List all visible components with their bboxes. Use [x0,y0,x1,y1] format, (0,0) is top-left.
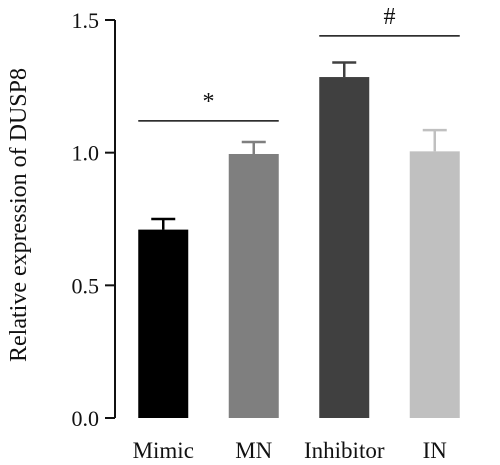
y-axis-title: Relative expression of DUSP8 [6,68,32,362]
y-tick-label: 1.5 [72,8,100,33]
bar-inhibitor [319,77,370,419]
significance-annotations: *# [138,4,460,122]
significance-label: * [203,89,215,115]
bar-mn [228,153,279,418]
error-bars [151,61,447,230]
x-tick-label: Inhibitor [304,438,385,463]
significance-label: # [384,4,396,30]
bar-mimic [138,229,189,418]
y-axis: 0.0 0.5 1.0 1.5 [72,8,116,431]
bar-in [409,151,460,418]
y-tick-label: 1.0 [72,141,100,166]
bars [138,77,460,419]
x-tick-labels: Mimic MN Inhibitor IN [133,438,448,463]
x-tick-label: Mimic [133,438,194,463]
x-tick-label: IN [423,438,448,463]
y-tick-label: 0.0 [72,406,100,431]
x-tick-label: MN [235,438,272,463]
y-tick-label: 0.5 [72,273,100,298]
